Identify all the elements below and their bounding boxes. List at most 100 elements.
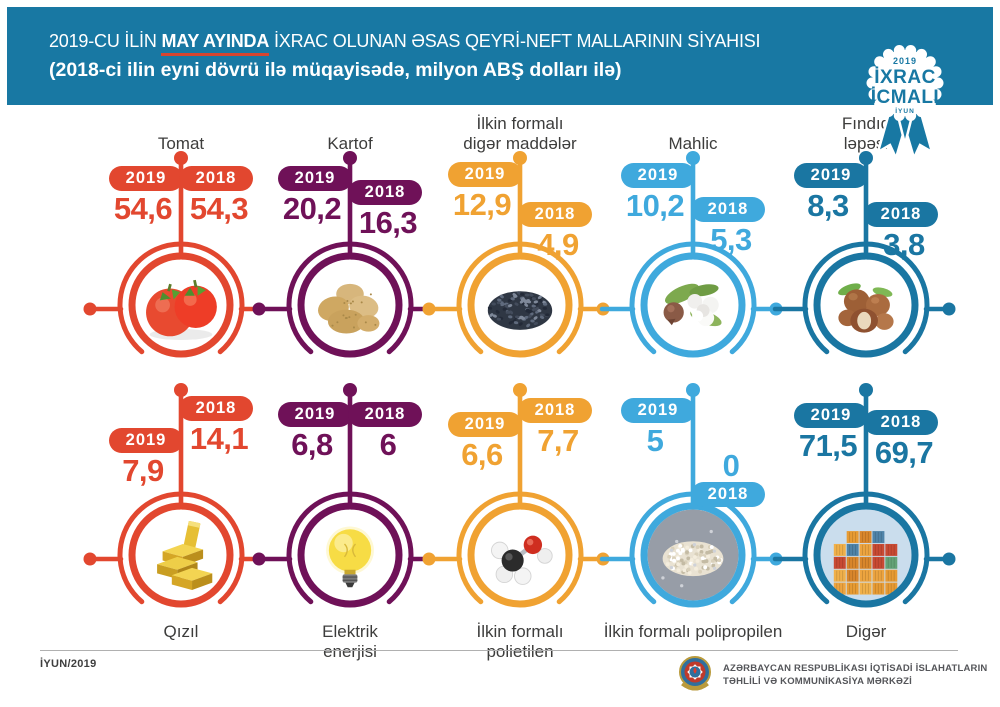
stem-line (517, 390, 523, 511)
year-pill-2018: 2018 (179, 166, 253, 191)
value-2019: 71,5 (798, 428, 858, 463)
year-pill-2018: 2018 (691, 482, 765, 507)
left-connector-dot (83, 302, 97, 316)
stem-dot (686, 151, 700, 165)
year-pill-2018: 2018 (518, 202, 592, 227)
title-highlight: MAY AYINDA (161, 31, 269, 56)
value-2018: 4,9 (537, 227, 579, 262)
stem-line (347, 158, 353, 261)
year-pill-2018: 2018 (179, 396, 253, 421)
value-2019: 6,6 (461, 437, 503, 472)
title-prefix: 2019-CU İLİN (49, 31, 162, 51)
gold-bars-photo (135, 509, 227, 601)
right-connector-dot (942, 552, 956, 566)
product-label: Fındıq ləpəsi (841, 114, 891, 153)
year-group-2018: 2018 69,7 (864, 410, 944, 469)
year-group-2019: 2019 6,8 (272, 402, 352, 461)
year-group-2019: 2019 6,6 (442, 412, 522, 471)
year-group-2019: 2019 20,2 (272, 166, 352, 225)
light-bulb-photo (304, 509, 396, 601)
rosette-ribbon-icon (866, 45, 944, 162)
year-pill-2019: 2019 (621, 163, 695, 188)
year-pill-2019: 2019 (794, 403, 868, 428)
stem-dot (343, 383, 357, 397)
value-2018: 54,3 (189, 191, 249, 226)
year-pill-2018: 2018 (348, 402, 422, 427)
badge-year: 2019 (892, 56, 918, 66)
export-review-badge: 2019 İXRAC İCMALI İYUN (845, 26, 965, 186)
inner-ring (467, 502, 573, 608)
rosette-seal (866, 45, 944, 121)
product-figure (252, 382, 436, 624)
seeds-photo (474, 259, 566, 351)
left-connector-dot (252, 302, 266, 316)
inner-ring (467, 252, 573, 358)
product-item-cotton: Mahlic 2019 10,2 2018 5,3 (599, 0, 783, 707)
product-figure (599, 150, 783, 382)
value-2018: 5,3 (710, 222, 752, 257)
product-item-light-bulb: Elektrik enerjisi 2019 6,8 2018 6 (252, 0, 436, 707)
year-group-2018: 2018 7,7 (518, 398, 598, 457)
year-group-2019: 2019 5 (615, 398, 695, 457)
value-2019: 8,3 (807, 188, 849, 223)
product-item-seeds: İlkin formalı digər maddələr 2019 12,9 2018 4… (422, 0, 610, 707)
value-2018: 0 (722, 448, 740, 483)
footer-divider (40, 650, 958, 651)
product-label: İlkin formalı polipropilen (603, 622, 783, 641)
year-pill-2019: 2019 (109, 428, 183, 453)
product-item-granules: İlkin formalı polipropilen 2019 5 0 2018 (599, 0, 783, 707)
stem-line (178, 390, 184, 511)
year-group-2018: 2018 5,3 (691, 197, 771, 256)
footer-org-line2: TƏHLİLİ VƏ KOMMUNİKASİYA MƏRKƏZİ (723, 676, 912, 687)
product-label: Qızıl (163, 622, 199, 641)
stem-dot (859, 383, 873, 397)
product-label: Digər (845, 622, 887, 641)
product-item-tomatoes: Tomat 2019 54,6 2018 54,3 (83, 0, 267, 707)
product-label: Kartof (327, 134, 373, 153)
inner-ring (640, 252, 746, 358)
inner-ring (297, 502, 403, 608)
value-2018: 6 (379, 427, 397, 462)
right-connector-dot (942, 302, 956, 316)
year-pill-2019: 2019 (448, 162, 522, 187)
value-2019: 6,8 (291, 427, 333, 462)
product-item-containers: Digər 2019 71,5 2018 69,7 (772, 0, 956, 707)
containers-photo (820, 509, 912, 601)
year-pill-2018: 2018 (518, 398, 592, 423)
potatoes-photo (304, 259, 396, 351)
cotton-photo (647, 259, 739, 351)
stem-line (178, 158, 184, 261)
stem-dot (686, 383, 700, 397)
left-connector-dot (252, 552, 266, 566)
inner-ring (128, 502, 234, 608)
year-group-2019: 2019 12,9 (442, 162, 522, 221)
value-2019: 20,2 (282, 191, 342, 226)
value-2018: 69,7 (874, 435, 934, 470)
left-connector-dot (422, 552, 436, 566)
inner-ring (640, 502, 746, 608)
year-group-2019: 2019 71,5 (788, 403, 868, 462)
tomatoes-photo (135, 259, 227, 351)
stem-line (347, 390, 353, 511)
value-2018: 16,3 (358, 205, 418, 240)
badge-line2: İCMALI (870, 87, 940, 108)
stem-dot (174, 383, 188, 397)
value-2019: 10,2 (625, 188, 685, 223)
product-item-molecule: İlkin formalı polietilen 2019 6,6 2018 7,7 (422, 0, 610, 707)
year-group-2018: 2018 16,3 (348, 180, 428, 239)
product-label: İlkin formalı digər maddələr (463, 114, 577, 153)
product-label: Mahlic (668, 134, 718, 153)
left-connector-dot (422, 302, 436, 316)
value-2018: 14,1 (189, 421, 249, 456)
year-group-2018: 2018 4,9 (518, 202, 598, 261)
product-label: İlkin formalı polietilen (476, 622, 564, 661)
product-figure (772, 382, 956, 624)
stem-dot (174, 151, 188, 165)
year-pill-2018: 2018 (348, 180, 422, 205)
product-figure (83, 150, 267, 382)
granules-photo (647, 509, 739, 601)
stem-dot (343, 151, 357, 165)
product-figure (599, 382, 783, 624)
footer-org: AZƏRBAYCAN RESPUBLİKASI İQTİSADİ İSLAHAT… (676, 654, 988, 696)
